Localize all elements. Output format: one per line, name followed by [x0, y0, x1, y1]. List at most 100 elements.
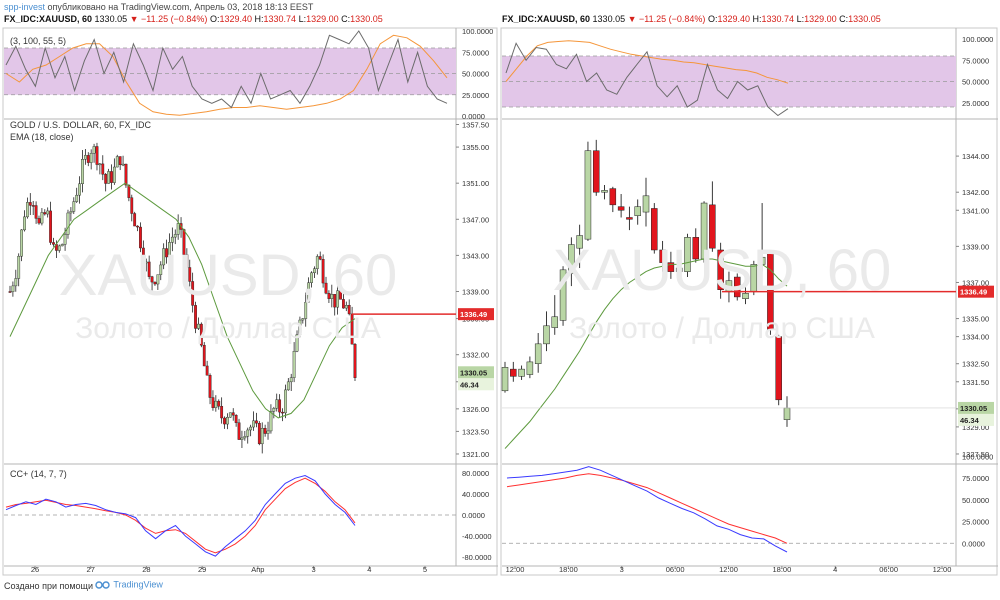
created-with-text: Создано при помощи [4, 581, 93, 591]
right-symbol[interactable]: FX_IDC:XAUUSD, 60 [502, 14, 591, 24]
right-candle-body [617, 206, 625, 211]
right-hline-price-tag-bg [958, 285, 994, 298]
left-close: 1330.05 [350, 14, 383, 24]
right-pane[interactable]: 100.0000 75.0000 50.0000 25.0000 1344.00 1342… [501, 28, 998, 574]
left-low: 1329.00 [306, 14, 339, 24]
right-candle-body [717, 249, 724, 290]
left-main-tick-label: 1347.00 [462, 215, 489, 224]
right-top-tick-label: 50.0000 [962, 78, 989, 87]
left-main-legend-2: EMA (18, close) [10, 132, 74, 142]
left-candle-body [223, 417, 226, 425]
left-candle-body [60, 244, 64, 247]
right-watermark-name: Золото / Доллар США [569, 312, 875, 345]
tradingview-brand[interactable]: TradingView [113, 579, 163, 590]
left-candle-body [8, 291, 12, 293]
left-candle-body [37, 218, 41, 224]
left-candle-body [40, 212, 44, 224]
left-candle-body [252, 420, 255, 428]
right-candle-body [510, 368, 517, 377]
right-candle-body [543, 325, 550, 345]
left-candle-body [144, 261, 148, 264]
right-x-tick-label: 12:00 [933, 565, 952, 574]
left-candle-body [205, 365, 209, 376]
left-candle-body [34, 205, 38, 219]
right-candle-body [559, 269, 567, 321]
left-candle-body [89, 153, 93, 163]
publish-text: опубликовано на TradingView.com, Апрель … [47, 2, 314, 12]
header: spp-invest опубликовано на TradingView.c… [0, 0, 1000, 26]
right-main-tick-label: 1332.50 [962, 360, 989, 369]
left-candle-body [162, 248, 166, 266]
left-bottom-tick-label: 40.0000 [462, 490, 489, 499]
left-top-band [4, 48, 456, 95]
left-candle-body [344, 305, 348, 309]
left-candle-body [141, 247, 145, 263]
left-last-price-tag-bg [458, 366, 494, 379]
left-candle-body [136, 225, 139, 228]
left-candle-body [333, 294, 337, 308]
left-candle-body [66, 212, 70, 235]
left-candle-body [228, 412, 232, 418]
left-top-tick-label: 100.0000 [462, 27, 493, 36]
left-last: 1330.05 [94, 14, 128, 24]
right-candle-body [609, 188, 617, 206]
left-main-legend-1: GOLD / U.S. DOLLAR, 60, FX_IDC [10, 120, 152, 130]
left-candle-body [260, 428, 264, 445]
left-candle-body [281, 411, 284, 414]
right-x-tick-label: 06:00 [666, 565, 685, 574]
left-candle-body [118, 156, 122, 165]
left-candle-body [246, 429, 250, 437]
left-candle-body [289, 377, 293, 383]
left-candle-body [353, 343, 357, 378]
tradingview-logo[interactable]: TradingView [95, 579, 163, 591]
right-x-tick-label: 12:00 [506, 565, 525, 574]
left-candle-body [156, 274, 160, 285]
chart-canvas[interactable]: 100.000075.000050.000025.00000.00001357.… [0, 26, 1000, 578]
left-candle-body [347, 305, 351, 315]
left-candle-body [98, 163, 102, 166]
left-main-tick-label: 1343.00 [462, 251, 489, 260]
left-candle-body [284, 389, 287, 414]
left-candle-body [115, 156, 119, 168]
left-top-tick-label: 25.0000 [462, 91, 489, 100]
left-candle-body [188, 267, 192, 282]
left-ema-line [9, 182, 356, 419]
right-candle-body [592, 150, 600, 193]
left-candle-body [83, 155, 87, 160]
left-x-tick-label: 29 [198, 565, 206, 574]
right-candle-body [601, 190, 608, 193]
right-last: 1330.05 [592, 14, 626, 24]
left-hline-price-tag: 1336.49 [460, 310, 487, 319]
left-candle-body [104, 174, 108, 184]
left-candle-body [234, 414, 238, 423]
right-watermark-symbol: XAUUSD, 60 [553, 238, 891, 303]
left-candle-body [226, 417, 229, 425]
left-candle-body [185, 254, 189, 268]
left-candle-body [237, 422, 241, 440]
left-symbol[interactable]: FX_IDC:XAUUSD, 60 [4, 14, 93, 24]
left-main-tick-label: 1355.00 [462, 143, 489, 152]
right-candle-body [783, 407, 791, 420]
right-bottom-red-line [506, 473, 788, 544]
left-candle-body [255, 420, 258, 424]
left-pane[interactable]: 100.000075.000050.000025.00000.00001357.… [4, 27, 498, 574]
right-candle-body [626, 217, 633, 220]
left-top-tick-label: 75.0000 [462, 48, 489, 57]
right-candle-body [576, 235, 583, 249]
right-last-price-tag-bg [958, 401, 994, 414]
left-aux-price-tag-bg [458, 378, 494, 391]
left-bottom-legend: CC+ (14, 7, 7) [10, 469, 67, 479]
right-aux-price-tag: 46.34 [960, 416, 980, 425]
left-candle-body [121, 163, 125, 166]
left-candle-body [243, 436, 247, 439]
author-link[interactable]: spp-invest [4, 2, 46, 12]
right-candle-body [634, 206, 641, 216]
left-candle-body [11, 285, 15, 292]
left-candle-body [191, 281, 195, 306]
left-candle-body [298, 319, 302, 335]
right-candle-body [551, 316, 559, 328]
left-candle-body [23, 216, 26, 231]
left-candle-body [75, 194, 79, 202]
left-bottom-tick-label: -80.0000 [462, 553, 492, 562]
left-candle-body [17, 255, 21, 279]
